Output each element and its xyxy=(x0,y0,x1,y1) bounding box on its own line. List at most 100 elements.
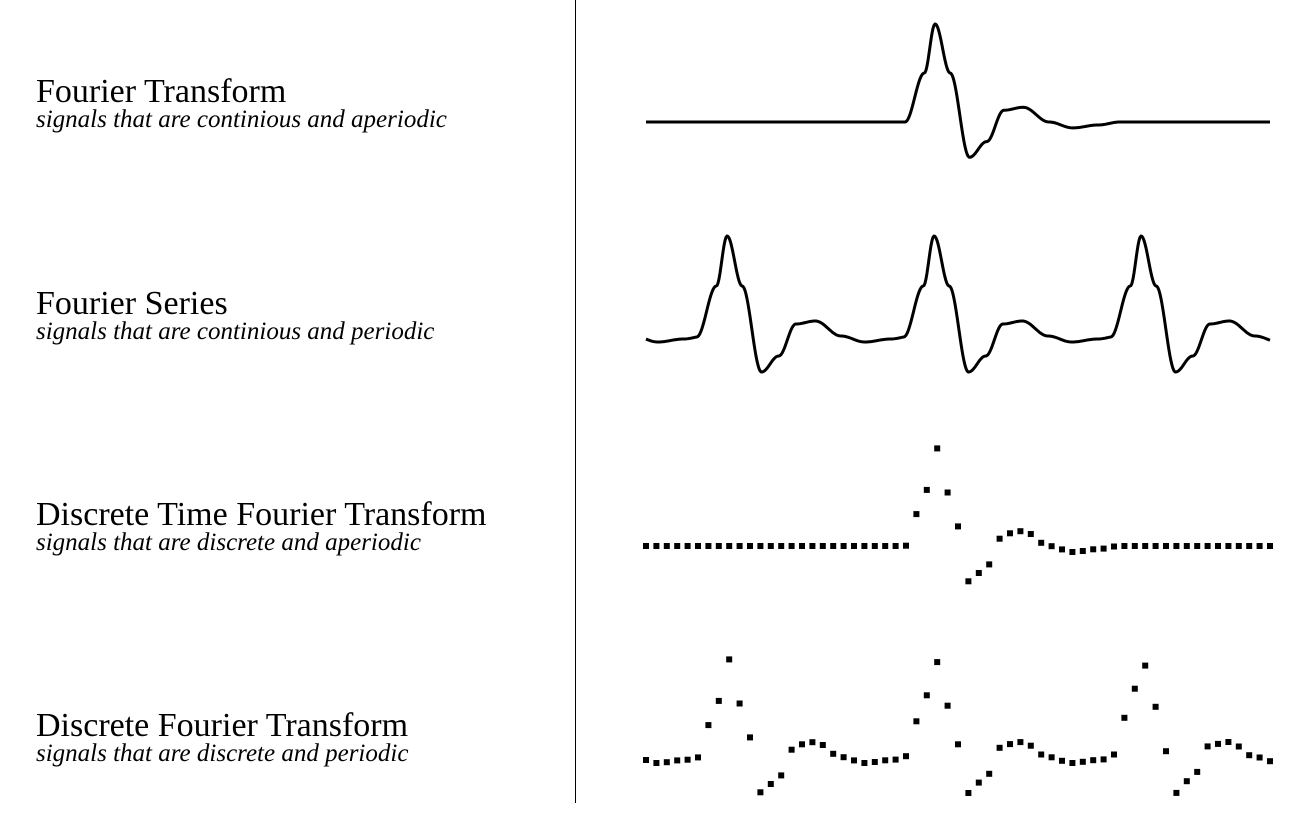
sample-point xyxy=(1027,742,1034,749)
sample-point xyxy=(757,789,764,796)
sample-point xyxy=(1163,748,1169,755)
row-title: Fourier Transform xyxy=(36,73,287,110)
sample-point xyxy=(684,543,691,549)
sample-point xyxy=(892,543,899,549)
label-dft: Discrete Fourier Transform signals that … xyxy=(36,707,409,767)
sample-point xyxy=(1048,543,1055,550)
sample-point xyxy=(1142,543,1149,549)
sample-point xyxy=(726,656,733,663)
sample-point xyxy=(1152,543,1159,549)
column-divider xyxy=(575,0,576,803)
sample-point xyxy=(965,578,972,585)
sample-point xyxy=(726,543,733,549)
sample-point xyxy=(903,753,909,760)
sample-point xyxy=(1173,789,1180,796)
sample-point xyxy=(1225,739,1232,745)
sample-point xyxy=(934,659,941,666)
sample-point xyxy=(1100,545,1107,552)
row-subtitle: signals that are continious and aperiodi… xyxy=(36,106,447,133)
sample-point xyxy=(715,543,722,549)
continuous-waveform xyxy=(645,22,1271,159)
sample-point xyxy=(705,722,712,729)
signal-row-1 xyxy=(645,22,1271,159)
sample-point xyxy=(986,770,993,777)
sample-point xyxy=(747,543,753,549)
sample-point xyxy=(1100,756,1107,763)
sample-point xyxy=(757,543,764,549)
sample-point xyxy=(819,742,826,748)
sample-point xyxy=(643,757,649,763)
continuous-waveform xyxy=(645,234,1271,374)
sample-point xyxy=(840,754,847,761)
sample-point xyxy=(1069,760,1076,766)
sample-point xyxy=(882,757,889,764)
sample-point xyxy=(1256,543,1263,549)
sample-point xyxy=(975,570,982,576)
sample-point xyxy=(1017,528,1024,535)
sample-point xyxy=(1194,543,1201,549)
signal-row-3 xyxy=(643,445,1273,585)
sample-point xyxy=(1017,739,1024,746)
sample-point xyxy=(1204,543,1211,549)
sample-point xyxy=(819,543,826,549)
row-title: Discrete Fourier Transform xyxy=(36,707,409,744)
sample-point xyxy=(871,543,878,549)
sample-point xyxy=(965,790,972,796)
sample-point xyxy=(1235,743,1242,750)
sample-point xyxy=(736,543,743,549)
sample-point xyxy=(1267,758,1273,765)
sample-point xyxy=(663,543,670,549)
sample-point xyxy=(996,744,1003,751)
sample-point xyxy=(1246,543,1253,549)
sample-point xyxy=(955,523,961,530)
sample-point xyxy=(1183,543,1190,549)
sample-point xyxy=(653,760,660,766)
row-title: Discrete Time Fourier Transform xyxy=(36,496,487,533)
sample-point xyxy=(840,543,847,549)
label-fourier-series: Fourier Series signals that are continio… xyxy=(36,285,435,345)
sample-point xyxy=(778,543,785,549)
sample-point xyxy=(1131,543,1138,549)
sample-point xyxy=(643,543,649,549)
sample-point xyxy=(1183,778,1190,785)
sample-point xyxy=(882,543,889,549)
sample-point xyxy=(1027,531,1034,537)
sample-point xyxy=(851,543,857,549)
sample-point xyxy=(1152,703,1159,710)
sample-point xyxy=(1121,543,1128,549)
sample-point xyxy=(1131,685,1138,692)
label-dtft: Discrete Time Fourier Transform signals … xyxy=(36,496,487,556)
sample-point xyxy=(1173,543,1180,549)
sample-point xyxy=(799,543,805,549)
row-title: Fourier Series xyxy=(36,285,228,322)
sample-point xyxy=(695,543,701,549)
sample-point xyxy=(955,741,961,748)
sample-point xyxy=(1048,754,1055,761)
sample-point xyxy=(684,756,691,763)
row-subtitle: signals that are discrete and aperiodic xyxy=(36,529,421,556)
sample-point xyxy=(923,486,930,493)
sample-point xyxy=(851,757,857,764)
signal-row-2 xyxy=(645,234,1271,374)
sample-point xyxy=(767,781,774,787)
sample-point xyxy=(1069,549,1076,555)
sample-point xyxy=(736,700,743,707)
sample-point xyxy=(674,543,681,549)
sample-point xyxy=(871,759,878,765)
sample-point xyxy=(1111,543,1117,550)
sample-point xyxy=(747,734,753,741)
sample-point xyxy=(830,543,837,549)
sample-point xyxy=(913,718,920,725)
sample-point xyxy=(1163,543,1169,549)
sample-point xyxy=(861,760,868,766)
sample-point xyxy=(861,543,868,549)
sample-point xyxy=(1090,757,1097,764)
sample-point xyxy=(913,511,920,518)
row-subtitle: signals that are continious and periodic xyxy=(36,318,435,345)
sample-point xyxy=(767,543,774,549)
sample-point xyxy=(1256,754,1263,761)
sample-point xyxy=(1038,751,1045,758)
sample-point xyxy=(1246,752,1253,759)
sample-point xyxy=(788,543,795,549)
